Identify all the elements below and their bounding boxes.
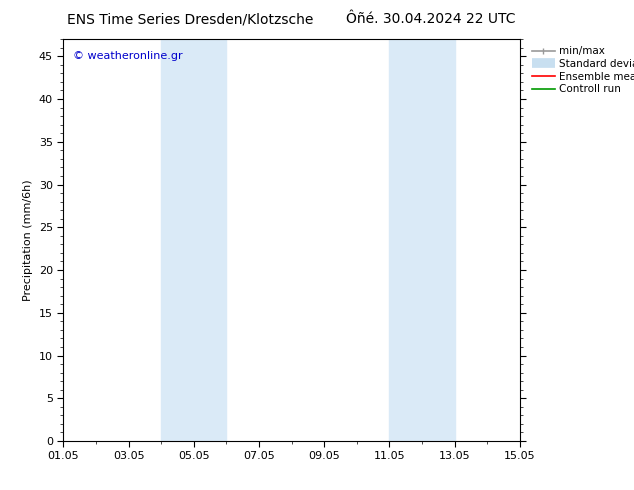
- Legend: min/max, Standard deviation, Ensemble mean run, Controll run: min/max, Standard deviation, Ensemble me…: [529, 45, 634, 97]
- Text: Ôñé. 30.04.2024 22 UTC: Ôñé. 30.04.2024 22 UTC: [346, 12, 516, 26]
- Bar: [389, 39, 455, 441]
- Y-axis label: Precipitation (mm/6h): Precipitation (mm/6h): [23, 179, 34, 301]
- Bar: [161, 39, 226, 441]
- Text: ENS Time Series Dresden/Klotzsche: ENS Time Series Dresden/Klotzsche: [67, 12, 313, 26]
- Text: © weatheronline.gr: © weatheronline.gr: [72, 51, 182, 61]
